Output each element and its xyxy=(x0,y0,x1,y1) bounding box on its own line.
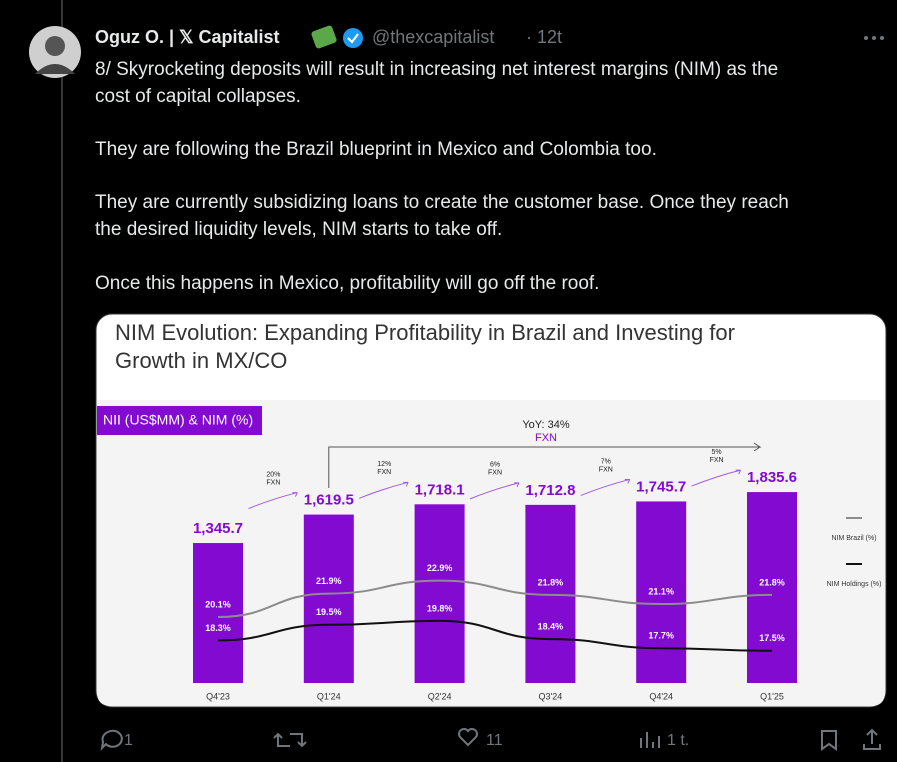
growth-pct: 12% xyxy=(377,461,391,468)
views-icon[interactable] xyxy=(640,732,660,748)
yoy-bracket xyxy=(328,442,762,488)
line-value-label: 21.8% xyxy=(538,577,564,587)
tweet-text: 8/ Skyrocketing deposits will result in … xyxy=(95,59,789,294)
yoy-note: FXN xyxy=(535,432,557,444)
bar-value-label: 1,712.8 xyxy=(525,482,575,499)
timestamp[interactable]: · 12t xyxy=(526,27,562,47)
x-tick-label: Q1'24 xyxy=(317,691,341,701)
legend-label: NIM Brazil (%) xyxy=(831,535,876,542)
text-line: 8/ Skyrocketing deposits will result in … xyxy=(95,59,778,80)
chart-badge: NII (US$MM) & NIM (%) xyxy=(103,412,253,428)
text-line: Once this happens in Mexico, profitabili… xyxy=(95,273,599,294)
handle[interactable]: @thexcapitalist xyxy=(372,27,494,47)
text-line: the desired liquidity levels, NIM starts… xyxy=(95,219,502,240)
line-value-label: 20.1% xyxy=(205,599,231,609)
chart-title: Growth in MX/CO xyxy=(115,348,287,373)
share-icon[interactable] xyxy=(863,728,881,750)
line-value-label: 18.3% xyxy=(205,623,231,633)
verified-check xyxy=(347,33,359,44)
growth-note: FXN xyxy=(710,457,724,464)
growth-note: FXN xyxy=(377,469,391,476)
legend-label: NIM Holdings (%) xyxy=(827,581,882,588)
growth-pct: 6% xyxy=(490,462,500,469)
verified-badge xyxy=(343,28,363,48)
bar xyxy=(193,543,243,683)
growth-note: FXN xyxy=(488,470,502,477)
x-tick-label: Q3'24 xyxy=(539,691,563,701)
bar xyxy=(303,514,354,683)
line-value-label: 19.8% xyxy=(427,603,453,613)
reply-count: 1 xyxy=(124,732,133,749)
bar-value-label: 1,718.1 xyxy=(415,481,465,498)
bar xyxy=(636,501,687,683)
bar-value-label: 1,345.7 xyxy=(193,520,243,537)
growth-arrow xyxy=(248,492,298,510)
nim-line xyxy=(217,579,773,618)
line-value-label: 19.5% xyxy=(316,607,342,617)
bar xyxy=(414,504,465,683)
more-menu[interactable] xyxy=(864,36,884,40)
growth-arrow xyxy=(691,469,742,487)
text-line: They are currently subsidizing loans to … xyxy=(95,192,789,213)
view-count: 1 t. xyxy=(667,732,689,749)
text-line: They are following the Brazil blueprint … xyxy=(95,139,657,160)
nim-line xyxy=(217,619,773,652)
bar-value-label: 1,619.5 xyxy=(304,492,354,509)
line-value-label: 22.9% xyxy=(427,563,453,573)
line-value-label: 21.8% xyxy=(759,577,785,587)
like-icon[interactable] xyxy=(458,728,478,747)
bar-value-label: 1,745.7 xyxy=(636,478,686,495)
growth-pct: 5% xyxy=(712,449,722,456)
growth-note: FXN xyxy=(599,466,613,473)
bookmark-icon[interactable] xyxy=(821,730,837,751)
growth-note: FXN xyxy=(266,479,280,486)
chart-badge-box xyxy=(97,406,262,435)
text-line: cost of capital collapses. xyxy=(95,86,301,107)
chart: NIM Evolution: Expanding Profitability i… xyxy=(103,320,881,702)
growth-arrow xyxy=(469,482,520,500)
x-tick-label: Q1'25 xyxy=(760,691,784,701)
line-value-label: 21.9% xyxy=(316,576,342,586)
money-emoji xyxy=(311,25,337,49)
growth-arrow xyxy=(580,478,631,496)
x-tick-label: Q2'24 xyxy=(428,691,452,701)
chart-title: NIM Evolution: Expanding Profitability i… xyxy=(115,320,735,345)
growth-arrow xyxy=(359,481,409,499)
line-value-label: 17.7% xyxy=(648,631,674,641)
bar-value-label: 1,835.6 xyxy=(747,469,797,486)
avatar-face xyxy=(45,36,65,56)
repost-icon[interactable] xyxy=(273,732,307,748)
line-value-label: 18.4% xyxy=(538,621,564,631)
author-name[interactable]: Oguz O. | 𝕏 Capitalist xyxy=(95,27,280,47)
avatar-body xyxy=(35,64,75,74)
x-tick-label: Q4'23 xyxy=(206,691,230,701)
line-value-label: 17.5% xyxy=(759,633,785,643)
like-count: 11 xyxy=(486,732,503,749)
growth-pct: 20% xyxy=(266,471,280,478)
x-tick-label: Q4'24 xyxy=(649,691,673,701)
line-value-label: 21.1% xyxy=(648,586,674,596)
chart-panel-bottom xyxy=(97,690,885,706)
growth-pct: 7% xyxy=(601,458,611,465)
bar xyxy=(747,492,797,683)
reply-icon[interactable] xyxy=(100,729,123,751)
action-icons xyxy=(100,728,881,751)
yoy-label: YoY: 34% xyxy=(522,419,570,431)
